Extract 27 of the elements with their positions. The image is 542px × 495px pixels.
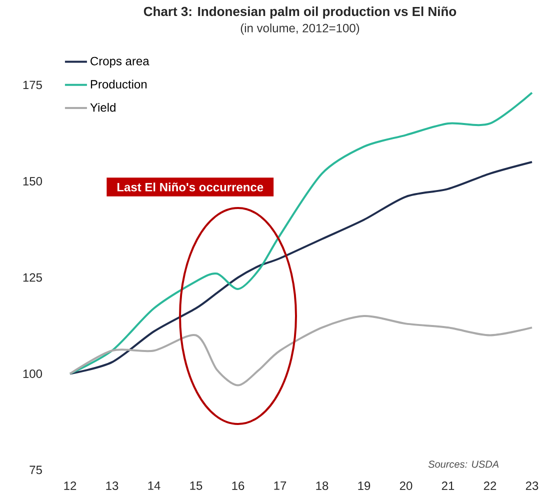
y-tick-label: 100 — [23, 369, 42, 378]
y-tick-label: 175 — [23, 80, 42, 90]
x-tick-label: 17 — [274, 482, 286, 490]
chart-subtitle: (in volume, 2012=100) — [240, 24, 360, 35]
x-tick-label: 20 — [400, 482, 412, 490]
chart-title: Chart 3: Indonesian palm oil production vs El Niño — [144, 6, 456, 19]
y-tick-label: 150 — [23, 176, 42, 186]
y-tick-label: 75 — [30, 466, 42, 474]
line-series — [69, 92, 533, 375]
x-tick-label: 22 — [484, 482, 496, 490]
x-tick-label: 19 — [358, 482, 370, 490]
legend-label: Yield — [90, 102, 116, 112]
x-tick-label: 21 — [442, 482, 454, 490]
annotation: Sources: USDA — [428, 460, 499, 468]
x-tick-label: 23 — [526, 482, 538, 490]
x-tick-label: 13 — [106, 482, 118, 490]
x-tick-label: 12 — [64, 482, 76, 490]
line-series — [69, 160, 533, 375]
annotation: Last El Niño's occurrence — [117, 182, 264, 192]
line-series — [69, 314, 533, 386]
x-tick-label: 18 — [316, 482, 328, 490]
legend-label: Production — [90, 80, 147, 89]
y-tick-label: 125 — [23, 273, 42, 282]
x-tick-label: 15 — [190, 482, 202, 490]
x-tick-label: 16 — [232, 482, 244, 490]
x-tick-label: 14 — [148, 482, 160, 490]
legend-label: Crops area — [90, 56, 150, 68]
